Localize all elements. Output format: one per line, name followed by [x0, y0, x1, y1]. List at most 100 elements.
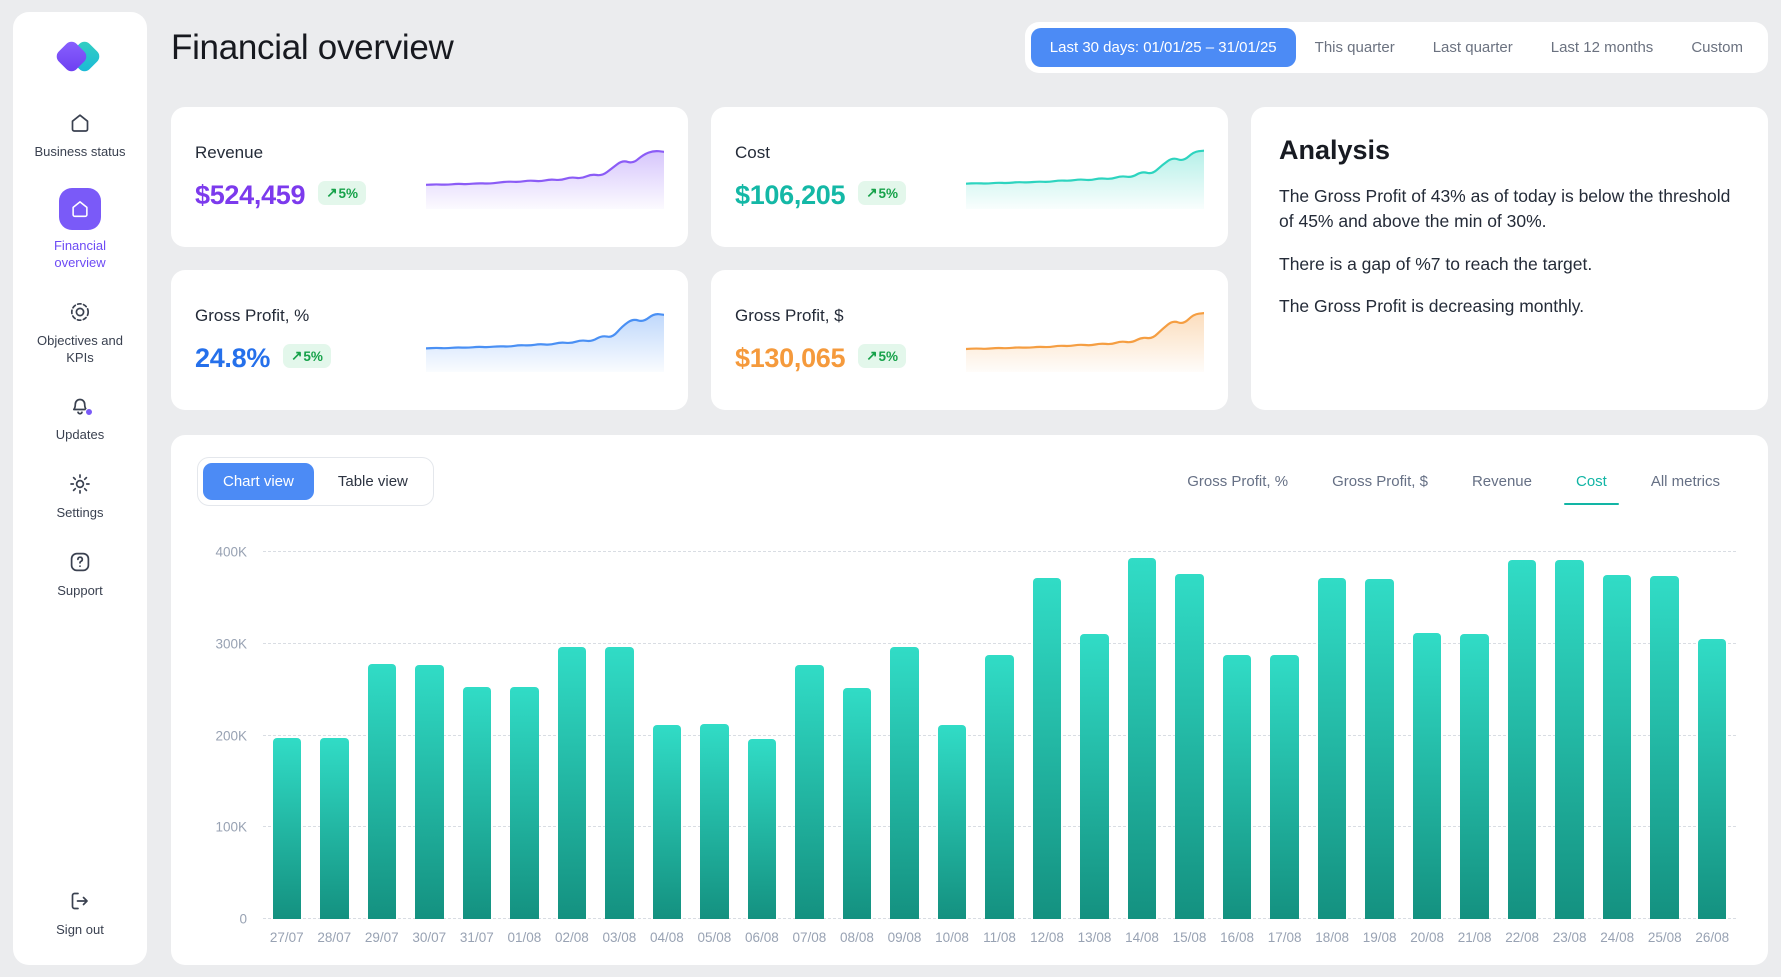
tab-revenue[interactable]: Revenue — [1470, 467, 1534, 496]
bar-01/08[interactable] — [510, 686, 539, 919]
trend-up-icon: ↗ — [326, 185, 338, 200]
x-tick-label: 28/07 — [317, 930, 352, 945]
target-icon — [67, 299, 93, 325]
bar-03/08[interactable] — [605, 647, 634, 919]
kpi-cards-grid: Revenue $524,459 ↗ 5% Cost $106,205 — [171, 107, 1768, 410]
bar-04/08[interactable] — [652, 724, 682, 919]
sidebar-item-financial-overview[interactable]: Financial overview — [21, 187, 139, 272]
bar-22/08[interactable] — [1507, 560, 1537, 919]
bar-30/07[interactable] — [415, 664, 444, 919]
sidebar-item-business-status[interactable]: Business status — [21, 110, 139, 161]
kpi-card-revenue: Revenue $524,459 ↗ 5% — [171, 107, 688, 247]
sidebar-item-label: Objectives and KPIs — [37, 332, 123, 365]
bar-16/08[interactable] — [1222, 654, 1252, 919]
y-tick-label: 300K — [215, 636, 247, 652]
kpi-delta-badge: ↗ 5% — [858, 344, 907, 368]
sign-out-icon — [67, 888, 93, 914]
kpi-card-cost: Cost $106,205 ↗ 5% — [711, 107, 1228, 247]
bar-09/08[interactable] — [890, 647, 919, 919]
sidebar-item-label: Sign out — [56, 922, 104, 938]
sidebar-item-settings[interactable]: Settings — [21, 471, 139, 522]
kpi-delta-value: 5% — [303, 348, 323, 364]
kpi-sparkline — [966, 145, 1204, 209]
bar-31/07[interactable] — [462, 686, 492, 919]
sidebar-item-objectives-kpis[interactable]: Objectives and KPIs — [21, 299, 139, 367]
tab-cost[interactable]: Cost — [1564, 467, 1619, 505]
bar-chart-plot: 0 100K 200K 300K 400K — [215, 545, 1736, 927]
bar-25/08[interactable] — [1650, 575, 1679, 919]
range-custom-button[interactable]: Custom — [1672, 28, 1762, 67]
bar-26/08[interactable] — [1697, 639, 1727, 919]
table-view-button[interactable]: Table view — [318, 463, 428, 500]
bar-14/08[interactable] — [1127, 557, 1157, 919]
bar-20/08[interactable] — [1412, 632, 1442, 919]
bar-27/07[interactable] — [272, 738, 301, 919]
bar-05/08[interactable] — [700, 723, 729, 919]
bar-06/08[interactable] — [747, 739, 777, 919]
sidebar-item-support[interactable]: Support — [21, 549, 139, 600]
bar-11/08[interactable] — [985, 654, 1014, 919]
tab-all-metrics[interactable]: All metrics — [1649, 467, 1722, 496]
bar-28/07[interactable] — [320, 738, 349, 919]
sidebar-item-label: Updates — [55, 427, 105, 443]
bar-10/08[interactable] — [937, 725, 967, 919]
bar-02/08[interactable] — [557, 647, 587, 919]
bar-24/08[interactable] — [1602, 574, 1632, 919]
analysis-paragraph: The Gross Profit is decreasing monthly. — [1279, 296, 1585, 317]
bar-slot — [453, 552, 501, 919]
sidebar-nav: Business status Financial overview Objec… — [21, 110, 139, 939]
bar-15/08[interactable] — [1175, 574, 1204, 919]
x-tick-label: 22/08 — [1505, 930, 1540, 945]
bar-23/08[interactable] — [1555, 560, 1584, 919]
bar-slot — [738, 552, 786, 919]
sidebar-item-label: Business status — [34, 144, 126, 159]
bar-17/08[interactable] — [1270, 654, 1299, 919]
kpi-title: Gross Profit, % — [195, 306, 310, 325]
x-tick-label: 19/08 — [1362, 930, 1397, 945]
chart-view-button[interactable]: Chart view — [203, 463, 314, 500]
sidebar-item-label: Settings — [56, 505, 104, 521]
tab-gross-profit-usd[interactable]: Gross Profit, $ — [1330, 467, 1430, 496]
range-this-quarter-button[interactable]: This quarter — [1296, 28, 1414, 67]
sidebar-item-updates[interactable]: Updates — [21, 393, 139, 444]
range-last-12-months-button[interactable]: Last 12 months — [1532, 28, 1673, 67]
bar-slot — [643, 552, 691, 919]
bar-slot — [1118, 552, 1166, 919]
bar-slot — [1403, 552, 1451, 919]
home-icon — [59, 187, 101, 230]
sidebar-item-label: Financial overview — [53, 237, 107, 270]
notification-dot — [85, 408, 93, 417]
x-tick-label: 10/08 — [935, 930, 969, 945]
kpi-value: $130,065 — [735, 343, 846, 373]
bar-08/08[interactable] — [842, 687, 872, 919]
kpi-value: $106,205 — [735, 180, 846, 210]
bar-12/08[interactable] — [1032, 577, 1062, 919]
range-last-quarter-button[interactable]: Last quarter — [1414, 28, 1532, 67]
x-tick-label: 25/08 — [1647, 930, 1682, 945]
kpi-value: $524,459 — [195, 180, 306, 210]
x-tick-label: 04/08 — [649, 930, 684, 945]
home-icon — [67, 110, 93, 136]
x-tick-label: 07/08 — [792, 930, 827, 945]
tab-gross-profit-pct[interactable]: Gross Profit, % — [1185, 467, 1290, 496]
bar-19/08[interactable] — [1365, 578, 1394, 919]
kpi-sparkline — [966, 308, 1204, 372]
bar-07/08[interactable] — [795, 664, 824, 919]
analysis-paragraph: The Gross Profit of 43% as of today is b… — [1279, 186, 1731, 232]
bar-slot — [1213, 552, 1261, 919]
bar-slot — [833, 552, 881, 919]
x-tick-label: 15/08 — [1172, 930, 1207, 945]
bar-21/08[interactable] — [1460, 633, 1489, 919]
bar-slot — [1261, 552, 1309, 919]
bar-13/08[interactable] — [1080, 633, 1109, 919]
bar-29/07[interactable] — [367, 663, 397, 919]
kpi-delta-value: 5% — [338, 185, 359, 201]
x-tick-label: 27/07 — [269, 930, 304, 945]
range-last-30-days-button[interactable]: Last 30 days: 01/01/25 – 31/01/25 — [1030, 28, 1296, 67]
sidebar-item-sign-out[interactable]: Sign out — [21, 888, 139, 939]
chart-header: Chart view Table view Gross Profit, % Gr… — [197, 457, 1742, 506]
bar-18/08[interactable] — [1317, 577, 1347, 919]
x-tick-label: 17/08 — [1267, 930, 1302, 945]
x-tick-label: 11/08 — [983, 930, 1016, 945]
